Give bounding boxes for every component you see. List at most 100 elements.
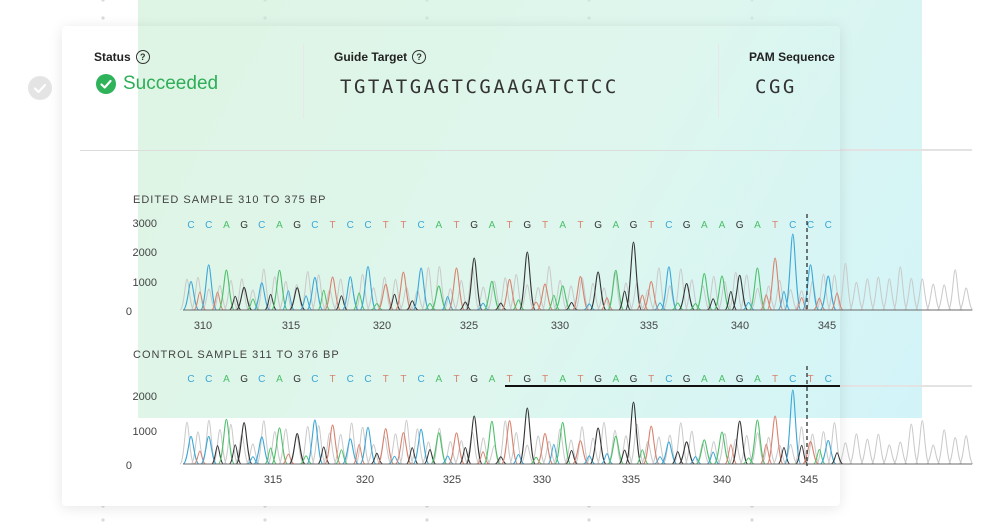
edited-base-call: G — [293, 220, 301, 231]
edited-trace-peak — [288, 287, 306, 311]
edited-trace-peak — [235, 286, 253, 311]
edited-background-peak — [355, 274, 371, 311]
edited-trace-peak — [530, 301, 543, 311]
edited-trace-peak — [324, 276, 342, 311]
control-trace-peak — [494, 456, 507, 465]
control-trace-peak — [607, 435, 625, 465]
control-base-call: T — [577, 374, 583, 385]
control-background-peak — [717, 432, 733, 465]
control-background-peak — [311, 425, 327, 465]
control-trace-peak — [759, 443, 773, 465]
edited-background-peak — [585, 282, 601, 311]
edited-base-call: A — [754, 220, 761, 231]
control-trace-peak — [642, 425, 660, 465]
edited-trace-peak — [795, 297, 808, 311]
divider-extension — [840, 149, 972, 151]
control-trace-peak — [530, 456, 543, 465]
control-base-call: A — [612, 374, 619, 385]
control-background-peak — [607, 429, 623, 465]
edited-trace-peak — [830, 292, 844, 311]
edited-base-call: C — [665, 220, 672, 231]
edited-base-call: A — [223, 220, 230, 231]
edited-trace-peak — [447, 267, 466, 311]
pam-sequence-label: PAM Sequence — [749, 50, 835, 64]
control-base-call: G — [630, 374, 638, 385]
edited-x-tick: 335 — [639, 320, 659, 332]
control-background-peak — [398, 419, 414, 465]
control-trace-peak — [324, 424, 342, 465]
edited-background-peak — [245, 289, 261, 311]
control-background-peak — [629, 423, 645, 465]
control-trace-peak — [352, 444, 366, 465]
edited-background-peak — [453, 279, 469, 311]
edited-sample-title: EDITED SAMPLE 310 TO 375 BP — [133, 194, 327, 206]
control-trace-peak — [282, 453, 295, 465]
control-background-peak — [728, 438, 744, 465]
control-trace-peak — [518, 407, 536, 465]
edited-trace-peak — [600, 297, 614, 311]
guide-target-label: Guide Target ? — [334, 50, 427, 64]
edited-background-peak — [377, 276, 393, 311]
edited-trace-peak — [766, 257, 784, 311]
control-x-tick: 315 — [263, 474, 283, 486]
edited-trace-peak — [695, 273, 713, 311]
control-background-peak — [366, 444, 381, 465]
edited-x-tick: 310 — [193, 320, 213, 332]
edited-background-peak — [750, 287, 765, 311]
control-base-call: A — [489, 374, 496, 385]
background-dot — [101, 0, 105, 2]
background-dot — [750, 518, 754, 522]
control-trace-peak — [288, 432, 306, 465]
background-dot — [101, 16, 105, 20]
control-background-peak — [925, 444, 941, 465]
control-x-tick: 340 — [712, 474, 732, 486]
control-trace-peak — [377, 428, 395, 465]
control-trace-peak — [713, 431, 731, 465]
control-background-peak — [848, 433, 864, 465]
control-trace-peak — [777, 446, 791, 465]
edited-trace-peak — [246, 298, 260, 311]
control-background-peak — [640, 440, 656, 465]
control-base-call: A — [435, 374, 442, 385]
edited-base-call: T — [507, 220, 513, 231]
control-trace-peak — [660, 441, 678, 465]
edited-trace-peak — [801, 264, 820, 311]
control-background-peak — [179, 421, 195, 465]
edited-trace-peak — [731, 274, 749, 311]
edited-trace-peak — [341, 276, 359, 311]
edited-trace-peak — [554, 285, 571, 311]
control-trace-peak — [200, 435, 218, 465]
control-trace-peak — [430, 432, 448, 465]
edited-trace-peak — [352, 292, 366, 311]
control-trace-peak — [217, 418, 235, 465]
control-base-call: G — [470, 374, 478, 385]
edited-trace-peak — [565, 301, 578, 311]
control-trace-peak — [341, 438, 359, 465]
edited-base-call: T — [383, 220, 389, 231]
edited-trace-peak — [200, 264, 218, 311]
edited-background-peak — [925, 283, 941, 311]
edited-base-call: G — [523, 220, 531, 231]
edited-background-peak — [443, 288, 458, 311]
edited-background-peak — [761, 285, 777, 311]
control-base-call: A — [701, 374, 708, 385]
control-background-peak — [322, 432, 338, 465]
control-trace-peak — [412, 428, 430, 465]
edited-base-call: A — [719, 220, 726, 231]
control-base-call: C — [364, 374, 371, 385]
control-base-call: C — [417, 374, 424, 385]
control-background-peak — [574, 426, 590, 465]
edited-base-call: A — [435, 220, 442, 231]
edited-background-peak — [936, 284, 952, 311]
section-divider — [80, 150, 840, 151]
control-trace-peak — [423, 448, 437, 465]
edited-background-peak — [212, 285, 228, 311]
help-icon[interactable]: ? — [135, 50, 150, 64]
edited-trace-peak — [253, 282, 271, 311]
control-base-call: T — [648, 374, 654, 385]
status-label-text: Status — [94, 50, 131, 64]
control-background-peak — [300, 425, 316, 465]
control-base-call: C — [311, 374, 318, 385]
edited-base-call: T — [453, 220, 459, 231]
help-icon[interactable]: ? — [412, 50, 427, 64]
